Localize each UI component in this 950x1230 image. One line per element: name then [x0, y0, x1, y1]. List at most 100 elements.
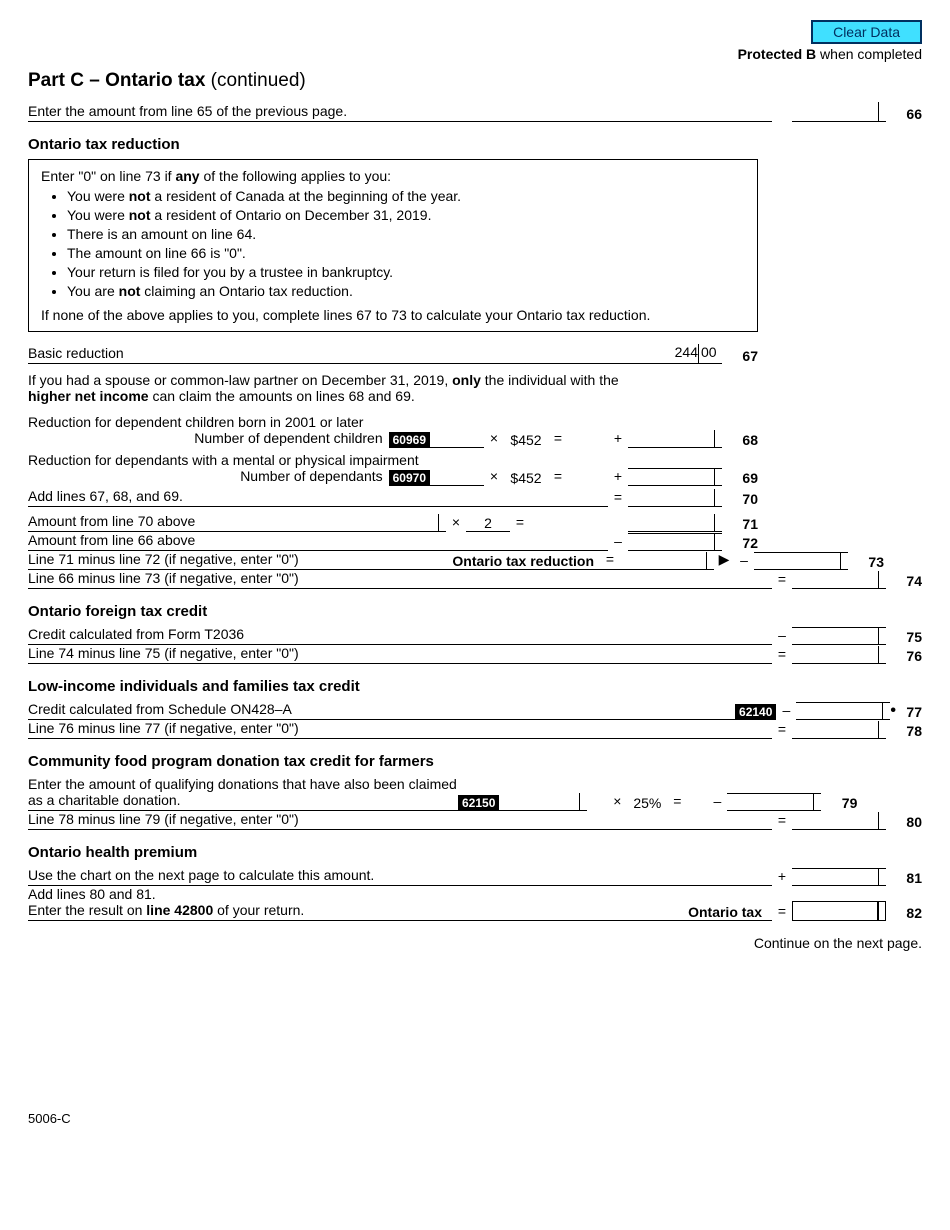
- line-67-value: 244 00: [638, 344, 722, 364]
- line-82-num: 82: [886, 905, 922, 921]
- line-74-label: Line 66 minus line 73 (if negative, ente…: [28, 570, 772, 589]
- line-78-num: 78: [886, 723, 922, 739]
- line-80-num: 80: [886, 814, 922, 830]
- line-71-src-input[interactable]: [318, 514, 438, 532]
- line-73-right-input[interactable]: [754, 552, 840, 570]
- line-73-mid-input[interactable]: [620, 552, 706, 570]
- conditions-box: Enter "0" on line 73 if any of the follo…: [28, 159, 758, 332]
- line-73-row: Line 71 minus line 72 (if negative, ente…: [28, 551, 922, 570]
- cond-list: You were not a resident of Canada at the…: [41, 188, 745, 299]
- line-71-mult: 2: [466, 515, 510, 532]
- line-76-label: Line 74 minus line 75 (if negative, ente…: [28, 645, 772, 664]
- plus-icon: +: [608, 468, 628, 486]
- line-70-row: Add lines 67, 68, and 69. = 70: [28, 488, 758, 507]
- reduction-heading: Ontario tax reduction: [28, 136, 922, 153]
- cond-item: The amount on line 66 is "0".: [67, 245, 745, 261]
- line-79-row: Enter the amount of qualifying donations…: [28, 776, 922, 811]
- line-71-result-input[interactable]: [628, 514, 714, 532]
- line-76-input[interactable]: [792, 646, 878, 664]
- line-69-amount-input[interactable]: [628, 468, 714, 486]
- line-77-input[interactable]: [796, 702, 882, 720]
- equals-icon: =: [772, 812, 792, 830]
- top-bar: Clear Data Protected B when completed: [28, 20, 922, 62]
- line-66-num: 66: [886, 106, 922, 122]
- line-67-num: 67: [722, 348, 758, 364]
- low-income-heading: Low-income individuals and families tax …: [28, 678, 922, 695]
- line-69-block: Reduction for dependants with a mental o…: [28, 452, 758, 486]
- minus-icon: –: [608, 533, 628, 551]
- line-72-label: Amount from line 66 above: [28, 532, 608, 551]
- line-78-input[interactable]: [792, 721, 878, 739]
- line-68-num: 68: [722, 432, 758, 448]
- line-79-result-input[interactable]: [727, 793, 813, 811]
- bullet-icon: •: [890, 702, 898, 720]
- line-69-label: Number of dependants: [28, 468, 389, 486]
- line-66-desc: Enter the amount from line 65 of the pre…: [28, 103, 772, 122]
- foreign-heading: Ontario foreign tax credit: [28, 603, 922, 620]
- cond-item: Your return is filed for you by a truste…: [67, 264, 745, 280]
- tag-60970: 60970: [389, 470, 430, 486]
- minus-icon: –: [776, 702, 796, 720]
- line-78-label: Line 76 minus line 77 (if negative, ente…: [28, 720, 772, 739]
- equals-icon: =: [667, 793, 687, 811]
- ontario-tax-label: Ontario tax: [662, 904, 772, 921]
- line-66-input[interactable]: [792, 104, 878, 122]
- line-74-input[interactable]: [792, 571, 878, 589]
- line-79-label: Enter the amount of qualifying donations…: [28, 776, 458, 811]
- line-75-row: Credit calculated from Form T2036 – 75: [28, 626, 922, 645]
- times-icon: ×: [607, 793, 627, 811]
- line-79-donation-input[interactable]: [499, 793, 579, 811]
- line-72-num: 72: [722, 535, 758, 551]
- cond-item: You were not a resident of Ontario on De…: [67, 207, 745, 223]
- line-74-num: 74: [886, 573, 922, 589]
- line-81-row: Use the chart on the next page to calcul…: [28, 867, 922, 886]
- plus-icon: +: [772, 868, 792, 886]
- line-70-input[interactable]: [628, 489, 714, 507]
- part-c-title: Part C – Ontario tax (continued): [28, 70, 922, 92]
- equals-icon: =: [772, 903, 792, 921]
- line-72-input[interactable]: [628, 533, 714, 551]
- line-68-children-input[interactable]: [430, 430, 484, 448]
- line-71-num: 71: [722, 516, 758, 532]
- line-68-label: Number of dependent children: [28, 430, 389, 448]
- line-69-dependants-input[interactable]: [430, 468, 484, 486]
- line-76-num: 76: [886, 648, 922, 664]
- equals-icon: =: [510, 514, 530, 532]
- line-68-amount-input[interactable]: [628, 430, 714, 448]
- line-73-num: 73: [848, 554, 884, 570]
- clear-data-button[interactable]: Clear Data: [811, 20, 922, 44]
- line-71-label: Amount from line 70 above: [28, 513, 318, 532]
- continue-text: Continue on the next page.: [28, 935, 922, 951]
- tag-62140: 62140: [735, 704, 776, 720]
- minus-icon: –: [707, 793, 727, 811]
- form-code: 5006-C: [28, 1111, 922, 1126]
- line-79-pct: 25%: [627, 795, 667, 811]
- times-icon: ×: [484, 430, 504, 448]
- line-78-row: Line 76 minus line 77 (if negative, ente…: [28, 720, 922, 739]
- line-80-row: Line 78 minus line 79 (if negative, ente…: [28, 811, 922, 830]
- line-80-input[interactable]: [792, 812, 878, 830]
- equals-icon: =: [608, 489, 628, 507]
- line-75-input[interactable]: [792, 627, 878, 645]
- minus-icon: –: [734, 552, 754, 570]
- line-67-label: Basic reduction: [28, 345, 638, 364]
- plus-icon: +: [608, 430, 628, 448]
- line-81-input[interactable]: [792, 868, 878, 886]
- line-66-row: Enter the amount from line 65 of the pre…: [28, 102, 922, 122]
- line-68-top: Reduction for dependent children born in…: [28, 414, 758, 430]
- cond-item: There is an amount on line 64.: [67, 226, 745, 242]
- line-69-rate: $452: [504, 470, 548, 486]
- line-68-block: Reduction for dependent children born in…: [28, 414, 758, 448]
- protected-label: Protected B when completed: [738, 46, 922, 62]
- line-82-input[interactable]: [792, 901, 878, 921]
- line-70-label: Add lines 67, 68, and 69.: [28, 488, 608, 507]
- line-81-label: Use the chart on the next page to calcul…: [28, 867, 772, 886]
- line-69-num: 69: [722, 470, 758, 486]
- line-76-row: Line 74 minus line 75 (if negative, ente…: [28, 645, 922, 664]
- cond-intro: Enter "0" on line 73 if any of the follo…: [41, 168, 745, 184]
- line-77-label: Credit calculated from Schedule ON428–A: [28, 701, 735, 720]
- tag-62150: 62150: [458, 795, 499, 811]
- line-79-num: 79: [821, 795, 857, 811]
- line-77-row: Credit calculated from Schedule ON428–A …: [28, 701, 922, 720]
- line-82-row: Add lines 80 and 81. Enter the result on…: [28, 886, 922, 921]
